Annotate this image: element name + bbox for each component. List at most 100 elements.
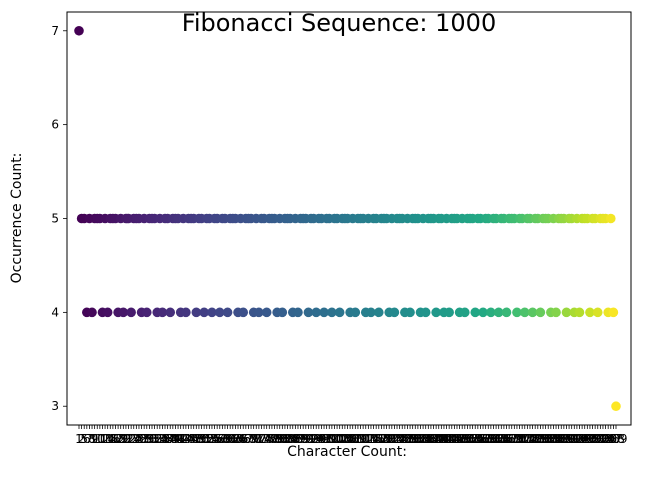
x-tick-label: 147 (443, 432, 466, 446)
x-tick-label: 52 (199, 432, 214, 446)
x-tick-label: 48 (189, 432, 204, 446)
x-tick-label: 95 (311, 432, 326, 446)
x-tick-label: 44 (178, 432, 193, 446)
data-point (87, 307, 97, 318)
x-tick-label: 30 (142, 432, 157, 446)
x-tick-label: 71 (249, 432, 264, 446)
y-ticks: 3 4 5 6 7 (51, 24, 67, 413)
x-tick-label: 76 (262, 432, 277, 446)
data-point (512, 307, 522, 318)
x-tick-label: 115 (360, 432, 383, 446)
x-tick-label: 81 (275, 432, 290, 446)
x-tick-label: 129 (396, 432, 419, 446)
x-tick-label: 21 (118, 432, 133, 446)
x-tick-label: 80 (272, 432, 287, 446)
plot-area-frame (66, 11, 632, 426)
data-point (551, 307, 561, 318)
x-tick-label: 24 (126, 432, 141, 446)
data-point (118, 307, 129, 318)
x-tick-label: 58 (215, 432, 230, 446)
x-tick-label: 94 (309, 432, 324, 446)
x-tick-label: 133 (406, 432, 429, 446)
x-tick-label: 110 (346, 432, 369, 446)
x-tick-label: 192 (560, 432, 583, 446)
x-tick-label: 59 (217, 432, 232, 446)
x-tick-label: 18 (110, 432, 125, 446)
data-point (389, 307, 400, 318)
data-point (207, 307, 217, 318)
data-point (592, 307, 603, 318)
x-tick-label: 130 (399, 432, 422, 446)
data-point (478, 307, 488, 318)
x-tick-label: 35 (155, 432, 170, 446)
data-point (238, 307, 249, 318)
x-tick-label: 144 (435, 432, 458, 446)
x-tick-label: 193 (563, 432, 586, 446)
x-tick-label: 120 (373, 432, 396, 446)
x-tick-label: 142 (430, 432, 453, 446)
x-tick-label: 99 (322, 432, 337, 446)
x-tick-label: 26 (131, 432, 146, 446)
x-ticks: 1256789101112131415161718192021222324252… (75, 425, 627, 446)
x-tick-label: 2 (78, 432, 86, 446)
data-point (181, 307, 191, 318)
x-tick-label: 38 (163, 432, 178, 446)
y-tick-label: 7 (51, 24, 59, 38)
x-tick-label: 189 (552, 432, 575, 446)
x-tick-label: 165 (490, 432, 513, 446)
x-tick-label: 39 (165, 432, 180, 446)
x-tick-label: 145 (438, 432, 461, 446)
x-tick-label: 109 (344, 432, 367, 446)
x-tick-label: 72 (251, 432, 266, 446)
x-tick-label: 68 (241, 432, 256, 446)
y-tick-label: 6 (51, 118, 59, 132)
data-point (585, 307, 595, 318)
x-tick-label: 175 (516, 432, 539, 446)
x-tick-label: 183 (537, 432, 560, 446)
x-tick-label: 75 (259, 432, 274, 446)
data-point (222, 307, 233, 318)
x-tick-label: 67 (238, 432, 253, 446)
x-tick-label: 182 (534, 432, 557, 446)
x-tick-label: 70 (246, 432, 261, 446)
data-point (199, 307, 209, 318)
x-tick-label: 8 (88, 432, 96, 446)
x-tick-label: 7 (86, 432, 94, 446)
x-tick-label: 85 (285, 432, 300, 446)
x-tick-label: 17 (108, 432, 123, 446)
data-point (319, 307, 329, 318)
x-tick-label: 54 (204, 432, 219, 446)
x-axis-label: Character Count: (287, 444, 407, 460)
y-axis-label: Occurrence Count: (9, 153, 25, 284)
x-tick-label: 185 (542, 432, 565, 446)
x-tick-label: 55 (207, 432, 222, 446)
data-point (420, 307, 431, 318)
x-tick-label: 180 (529, 432, 552, 446)
x-tick-label: 203 (589, 432, 612, 446)
x-tick-label: 170 (503, 432, 526, 446)
data-point (373, 307, 384, 318)
x-tick-label: 20 (116, 432, 131, 446)
x-tick-label: 74 (256, 432, 271, 446)
chart-title: Fibonacci Sequence: 1000 (182, 9, 496, 37)
x-tick-label: 73 (254, 432, 269, 446)
x-tick-label: 191 (558, 432, 581, 446)
x-tick-label: 184 (539, 432, 562, 446)
x-tick-label: 34 (152, 432, 167, 446)
data-point (165, 307, 176, 318)
x-tick-label: 53 (202, 432, 217, 446)
x-tick-label: 19 (113, 432, 128, 446)
x-tick-label: 62 (225, 432, 240, 446)
x-tick-label: 176 (519, 432, 542, 446)
data-point (74, 25, 84, 36)
x-tick-label: 103 (328, 432, 351, 446)
data-point (254, 307, 264, 318)
x-tick-label: 146 (440, 432, 463, 446)
x-tick-label: 131 (401, 432, 424, 446)
data-point (303, 307, 314, 318)
x-tick-label: 208 (602, 432, 625, 446)
x-tick-label: 10 (90, 432, 105, 446)
x-tick-label: 78 (267, 432, 282, 446)
x-tick-label: 12 (95, 432, 110, 446)
x-tick-label: 188 (550, 432, 573, 446)
